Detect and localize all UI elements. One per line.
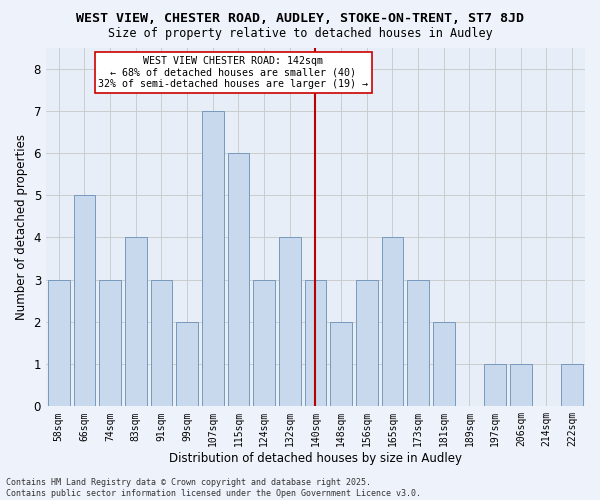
- Text: WEST VIEW CHESTER ROAD: 142sqm
← 68% of detached houses are smaller (40)
32% of : WEST VIEW CHESTER ROAD: 142sqm ← 68% of …: [98, 56, 368, 89]
- Bar: [202, 111, 224, 406]
- Bar: [433, 322, 455, 406]
- Bar: [125, 238, 146, 406]
- Bar: [48, 280, 70, 406]
- Text: WEST VIEW, CHESTER ROAD, AUDLEY, STOKE-ON-TRENT, ST7 8JD: WEST VIEW, CHESTER ROAD, AUDLEY, STOKE-O…: [76, 12, 524, 26]
- X-axis label: Distribution of detached houses by size in Audley: Distribution of detached houses by size …: [169, 452, 462, 465]
- Y-axis label: Number of detached properties: Number of detached properties: [15, 134, 28, 320]
- Bar: [510, 364, 532, 406]
- Bar: [305, 280, 326, 406]
- Bar: [356, 280, 378, 406]
- Bar: [99, 280, 121, 406]
- Bar: [253, 280, 275, 406]
- Bar: [279, 238, 301, 406]
- Bar: [151, 280, 172, 406]
- Text: Size of property relative to detached houses in Audley: Size of property relative to detached ho…: [107, 28, 493, 40]
- Bar: [382, 238, 403, 406]
- Bar: [227, 153, 250, 406]
- Text: Contains HM Land Registry data © Crown copyright and database right 2025.
Contai: Contains HM Land Registry data © Crown c…: [6, 478, 421, 498]
- Bar: [74, 196, 95, 406]
- Bar: [330, 322, 352, 406]
- Bar: [407, 280, 429, 406]
- Bar: [176, 322, 198, 406]
- Bar: [561, 364, 583, 406]
- Bar: [484, 364, 506, 406]
